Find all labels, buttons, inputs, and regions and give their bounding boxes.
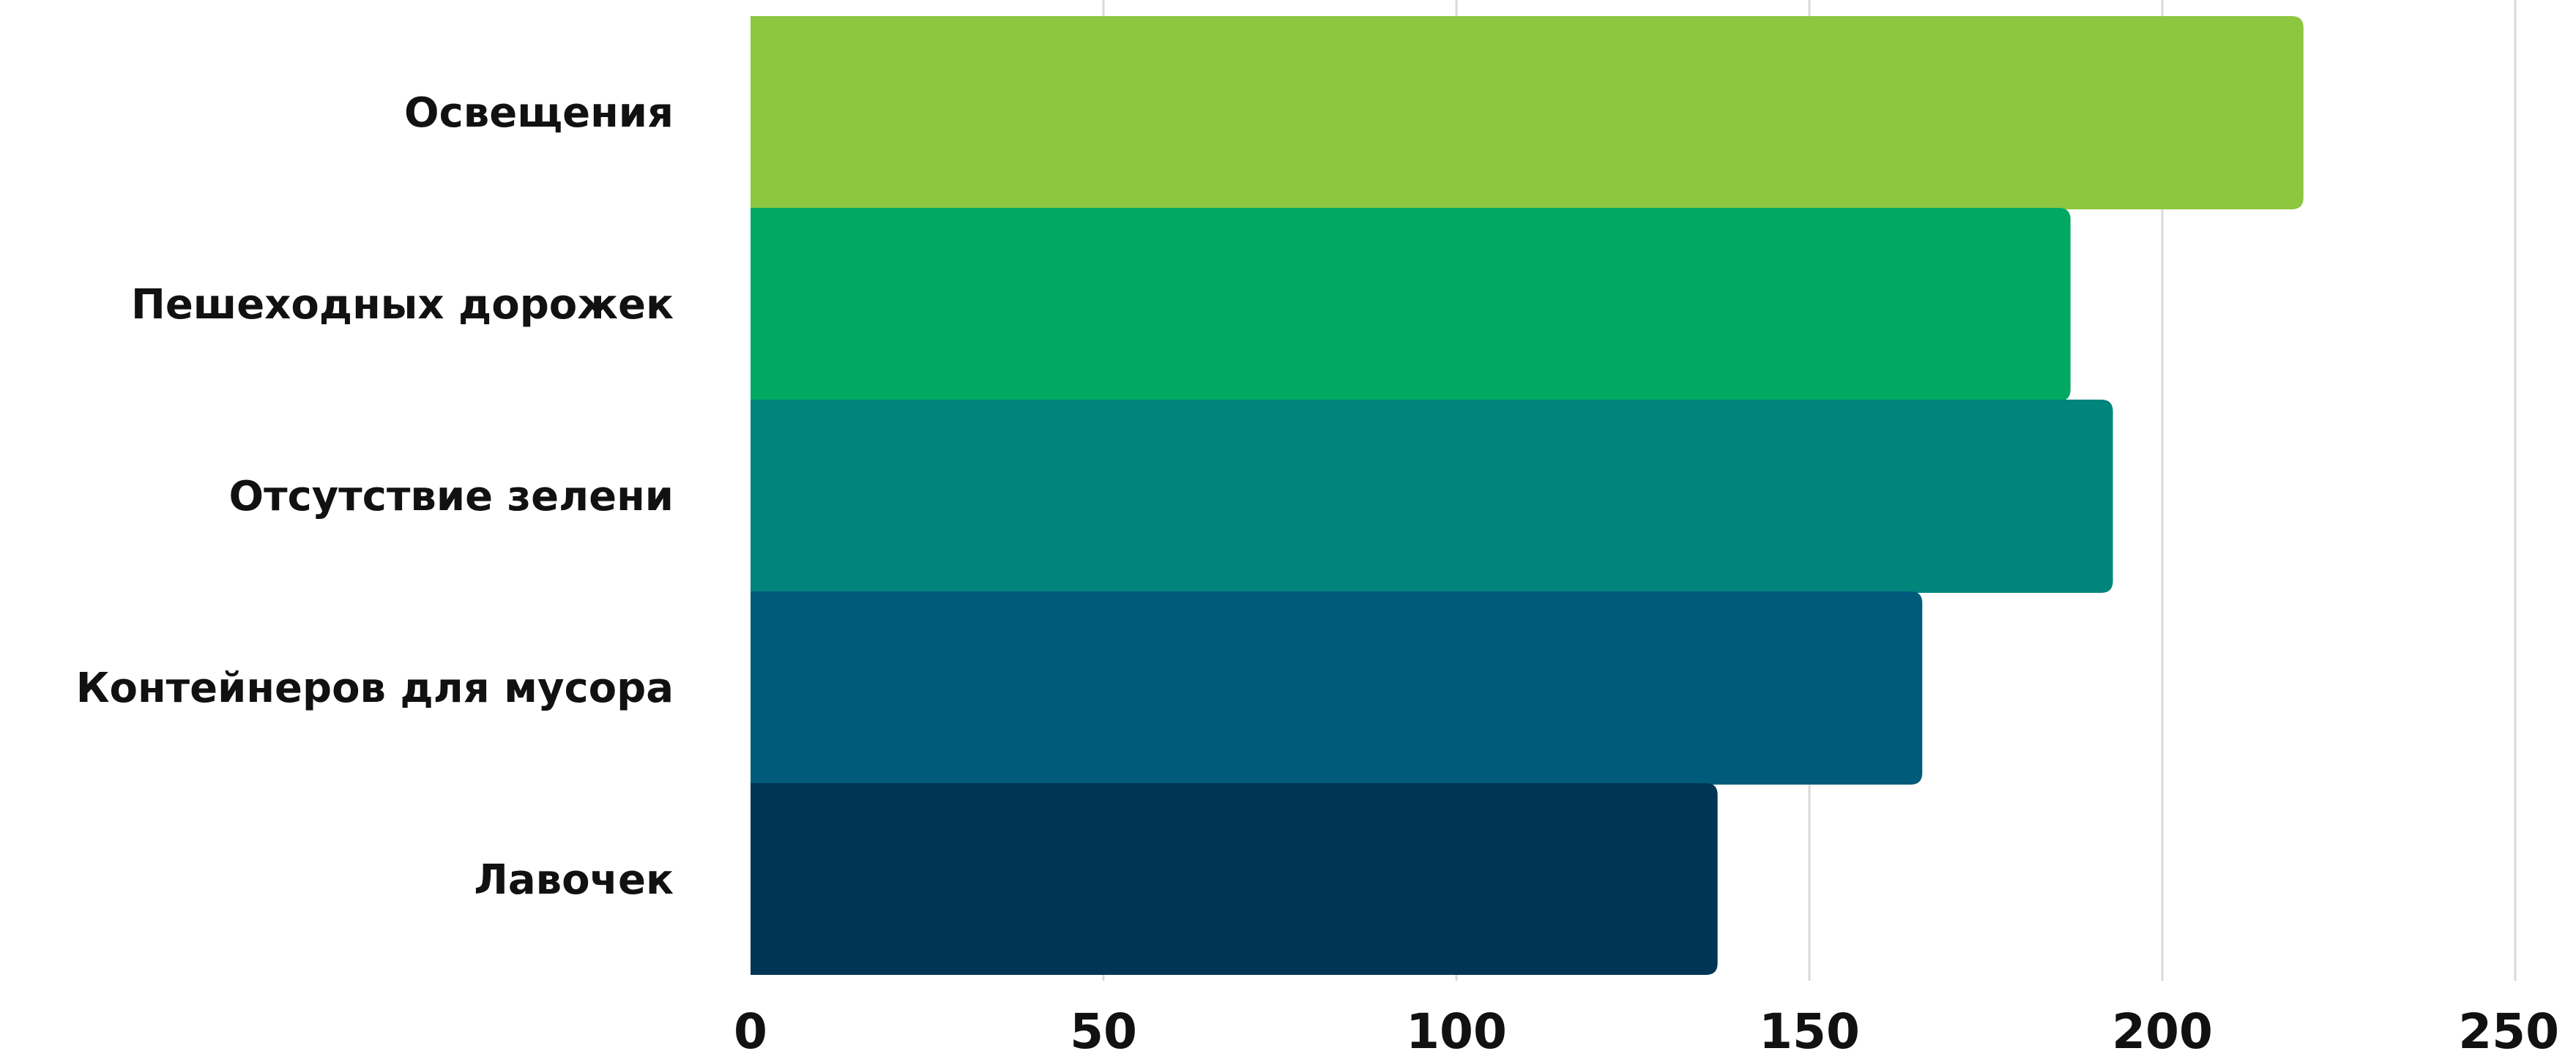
bars (751, 16, 2304, 975)
category-label: Освещения (404, 89, 674, 137)
x-tick-label: 0 (734, 1003, 767, 1051)
x-axis-tick-labels: 0 50 100 150 200 250 (734, 1003, 2559, 1051)
bar-2 (751, 208, 2071, 401)
bar-1 (751, 16, 2304, 209)
category-label: Отсутствие зелени (229, 473, 674, 520)
category-label: Лавочек (474, 856, 674, 904)
category-label: Пешеходных дорожек (131, 281, 674, 329)
x-tick-label: 50 (1070, 1003, 1137, 1051)
bar-3 (751, 400, 2113, 593)
category-labels: Освещения Пешеходных дорожек Отсутствие зе… (76, 89, 674, 904)
x-tick-label: 150 (1759, 1003, 1860, 1051)
x-tick-label: 100 (1406, 1003, 1507, 1051)
x-tick-label: 200 (2112, 1003, 2213, 1051)
x-tick-label: 250 (2458, 1003, 2559, 1051)
bar-5 (751, 783, 1718, 975)
bar-4 (751, 591, 1923, 785)
category-label: Контейнеров для мусора (76, 665, 674, 712)
